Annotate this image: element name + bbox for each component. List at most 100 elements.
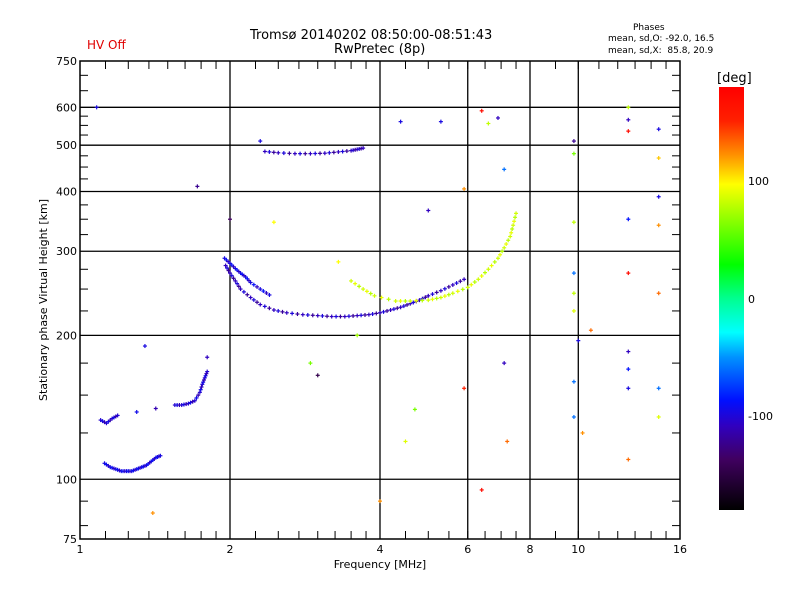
- data-point: [362, 312, 367, 317]
- data-point: [434, 296, 439, 301]
- stats-x-mode: mean, sd,X: 85.8, 20.9: [608, 46, 714, 56]
- data-point: [361, 287, 366, 292]
- data-point: [492, 259, 497, 264]
- data-point: [502, 361, 507, 366]
- data-point: [398, 119, 403, 124]
- data-point: [571, 414, 576, 419]
- data-point: [486, 267, 491, 272]
- data-point: [479, 108, 484, 113]
- data-point: [511, 223, 516, 228]
- data-point: [656, 127, 661, 132]
- data-point: [300, 312, 305, 317]
- data-point: [479, 487, 484, 492]
- data-point: [504, 242, 509, 247]
- data-point: [571, 271, 576, 276]
- data-point: [329, 314, 334, 319]
- data-point: [313, 151, 318, 156]
- data-point: [338, 314, 343, 319]
- data-point: [223, 263, 228, 268]
- data-point: [255, 300, 260, 305]
- data-point: [469, 282, 474, 287]
- data-point: [261, 289, 266, 294]
- plot-frame: [79, 60, 681, 540]
- data-point: [420, 298, 425, 303]
- data-point: [571, 139, 576, 144]
- data-point: [229, 273, 234, 278]
- data-point: [262, 304, 267, 309]
- data-point: [231, 276, 236, 281]
- data-point: [626, 271, 631, 276]
- data-point: [225, 266, 230, 271]
- data-point: [426, 298, 431, 303]
- data-point: [495, 256, 500, 261]
- data-point: [245, 292, 250, 297]
- data-point: [342, 314, 347, 319]
- data-point: [346, 314, 351, 319]
- data-point: [203, 373, 208, 378]
- data-point: [656, 291, 661, 296]
- data-point: [656, 223, 661, 228]
- data-point: [271, 308, 276, 313]
- data-point: [238, 287, 243, 292]
- colorbar-tick-label: 0: [748, 292, 755, 306]
- data-point: [438, 119, 443, 124]
- data-point: [190, 399, 195, 404]
- data-point: [303, 151, 308, 156]
- stats-o-mode: mean, sd,O: -92.0, 16.5: [608, 34, 715, 44]
- data-point: [271, 220, 276, 225]
- y-tick-label: 500: [56, 139, 77, 152]
- data-point: [500, 249, 505, 254]
- data-point: [355, 313, 360, 318]
- data-point: [199, 385, 204, 390]
- data-point: [514, 211, 519, 216]
- data-point: [197, 390, 202, 395]
- data-point: [372, 293, 377, 298]
- data-point: [262, 149, 267, 154]
- data-point: [236, 284, 241, 289]
- data-point: [502, 245, 507, 250]
- data-point: [626, 457, 631, 462]
- data-point: [460, 287, 465, 292]
- colorbar-unit-label: [deg]: [717, 71, 752, 86]
- data-point: [295, 312, 300, 317]
- data-point: [486, 121, 491, 126]
- data-point: [284, 310, 289, 315]
- data-point: [186, 401, 191, 406]
- data-point: [233, 278, 238, 283]
- data-point: [305, 312, 310, 317]
- plot-border: [79, 60, 681, 540]
- data-point: [462, 186, 467, 191]
- data-point: [508, 234, 513, 239]
- data-point: [153, 406, 158, 411]
- data-point: [198, 387, 203, 392]
- x-tick-label: 8: [527, 543, 534, 556]
- data-point: [391, 307, 396, 312]
- data-point: [656, 414, 661, 419]
- data-point: [483, 270, 488, 275]
- data-point: [340, 149, 345, 154]
- data-point: [142, 344, 147, 349]
- data-point: [202, 375, 207, 380]
- data-point: [458, 279, 463, 284]
- data-point: [626, 386, 631, 391]
- data-point: [315, 313, 320, 318]
- data-point: [401, 304, 406, 309]
- data-point: [315, 373, 320, 378]
- grid-lines: [80, 61, 680, 539]
- data-point: [276, 308, 281, 313]
- data-point: [320, 313, 325, 318]
- data-point: [588, 328, 593, 333]
- data-point: [188, 400, 193, 405]
- data-point: [430, 292, 435, 297]
- data-point: [626, 117, 631, 122]
- data-point: [201, 378, 206, 383]
- data-point: [398, 299, 403, 304]
- y-tick-label: 400: [56, 185, 77, 198]
- data-point: [204, 371, 209, 376]
- data-point: [393, 299, 398, 304]
- data-point: [205, 355, 210, 360]
- data-point: [248, 295, 253, 300]
- data-point: [450, 291, 455, 296]
- data-point: [656, 156, 661, 161]
